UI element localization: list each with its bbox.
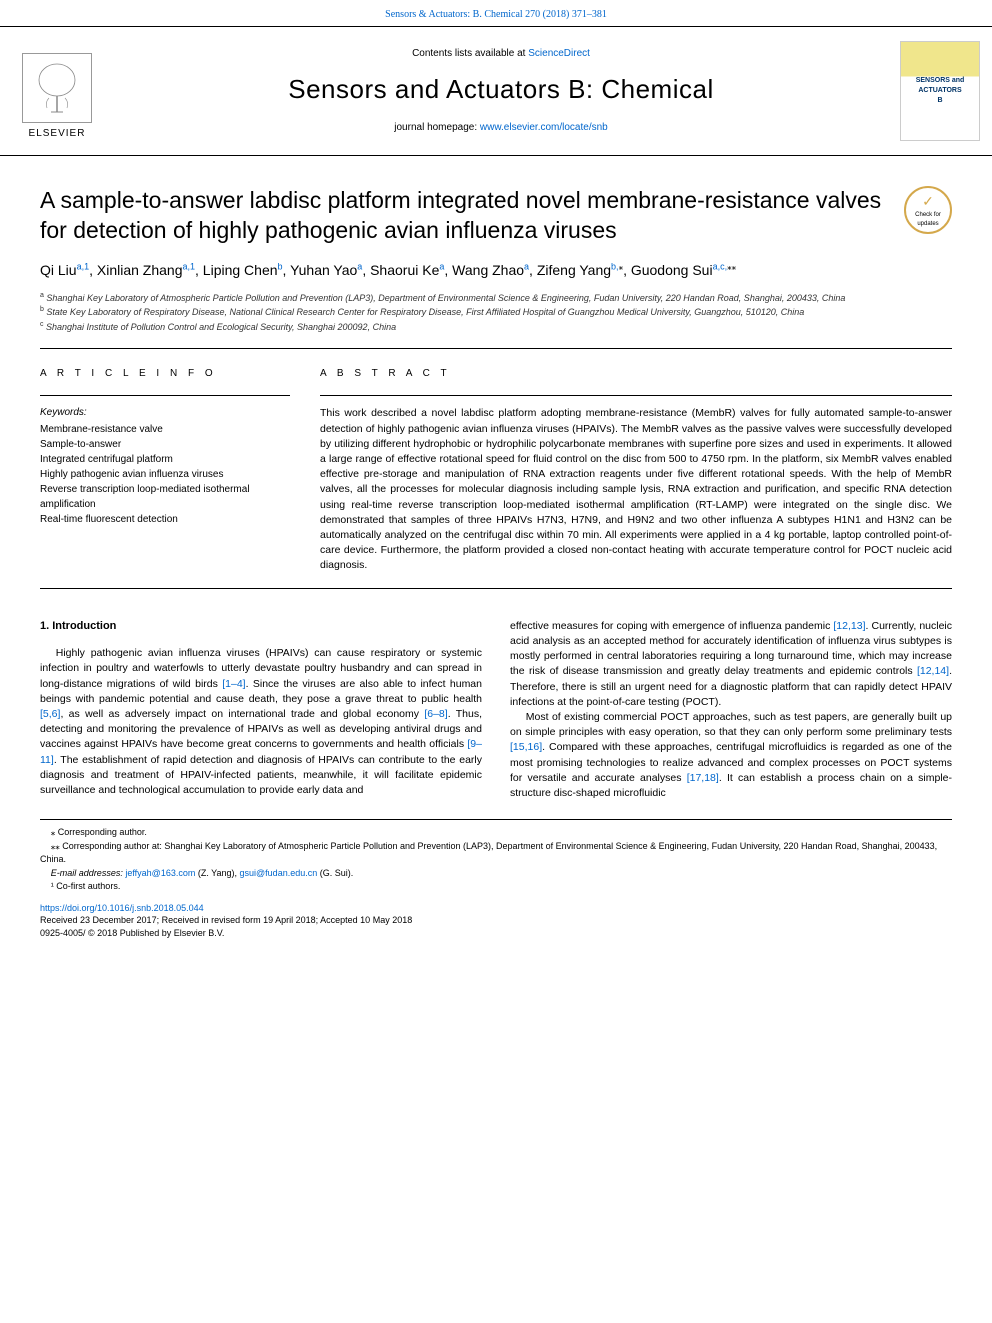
article-info-column: A R T I C L E I N F O Keywords: Membrane… bbox=[40, 367, 290, 573]
info-rule bbox=[40, 395, 290, 396]
elsevier-name: ELSEVIER bbox=[29, 127, 86, 141]
keyword-1: Sample-to-answer bbox=[40, 437, 290, 452]
received-dates: Received 23 December 2017; Received in r… bbox=[40, 914, 952, 927]
intro-paragraph-1: Highly pathogenic avian influenza viruse… bbox=[40, 646, 482, 798]
contents-line: Contents lists available at ScienceDirec… bbox=[102, 47, 900, 61]
ref-1-4[interactable]: [1–4] bbox=[222, 678, 245, 690]
check-updates-badge[interactable]: ✓ Check for updates bbox=[904, 186, 952, 234]
intro-paragraph-2: Most of existing commercial POCT approac… bbox=[510, 710, 952, 801]
article-header: A sample-to-answer labdisc platform inte… bbox=[0, 156, 992, 334]
author-7-star[interactable]: ⁎ bbox=[619, 261, 624, 271]
ref-12-13[interactable]: [12,13] bbox=[833, 620, 865, 632]
body-columns: 1. Introduction Highly pathogenic avian … bbox=[0, 619, 992, 802]
fn-cofirst: ¹ Co-first authors. bbox=[40, 880, 952, 894]
intro-paragraph-1-cont: effective measures for coping with emerg… bbox=[510, 619, 952, 710]
author-4-aff[interactable]: a bbox=[357, 261, 362, 271]
author-6: Wang Zhao bbox=[452, 262, 524, 278]
author-1-aff[interactable]: a,1 bbox=[77, 261, 90, 271]
divider-bottom bbox=[40, 588, 952, 589]
journal-title: Sensors and Actuators B: Chemical bbox=[102, 71, 900, 107]
cover-line2: ACTUATORS bbox=[918, 86, 961, 96]
ref-5-6[interactable]: [5,6] bbox=[40, 708, 60, 720]
citation-link[interactable]: Sensors & Actuators: B. Chemical 270 (20… bbox=[385, 9, 607, 20]
ref-15-16[interactable]: [15,16] bbox=[510, 741, 542, 753]
ref-12-14[interactable]: [12,14] bbox=[917, 665, 949, 677]
abstract-column: A B S T R A C T This work described a no… bbox=[320, 367, 952, 573]
author-3-aff[interactable]: b bbox=[278, 261, 283, 271]
doi-link[interactable]: https://doi.org/10.1016/j.snb.2018.05.04… bbox=[40, 903, 204, 913]
keyword-4: Reverse transcription loop-mediated isot… bbox=[40, 482, 290, 512]
cover-line1: SENSORS and bbox=[916, 76, 965, 86]
keyword-5: Real-time fluorescent detection bbox=[40, 512, 290, 527]
email-1-who: (Z. Yang), bbox=[195, 868, 239, 878]
cover-line3: B bbox=[937, 96, 942, 106]
body-column-left: 1. Introduction Highly pathogenic avian … bbox=[40, 619, 482, 802]
author-8-star[interactable]: ⁎⁎ bbox=[727, 261, 736, 271]
author-8-aff[interactable]: a,c, bbox=[713, 261, 728, 271]
footer-info: https://doi.org/10.1016/j.snb.2018.05.04… bbox=[0, 894, 992, 960]
author-5-aff[interactable]: a bbox=[439, 261, 444, 271]
abstract-rule bbox=[320, 395, 952, 396]
masthead-center: Contents lists available at ScienceDirec… bbox=[102, 47, 900, 135]
updates-icon: ✓ bbox=[922, 192, 934, 212]
abstract-head: A B S T R A C T bbox=[320, 367, 952, 381]
keywords-list: Membrane-resistance valve Sample-to-answ… bbox=[40, 422, 290, 527]
article-info-head: A R T I C L E I N F O bbox=[40, 367, 290, 381]
author-2-aff[interactable]: a,1 bbox=[183, 261, 196, 271]
affiliation-b-text: State Key Laboratory of Respiratory Dise… bbox=[46, 307, 804, 317]
author-7-aff[interactable]: b, bbox=[611, 261, 619, 271]
fn-emails: E-mail addresses: jeffyah@163.com (Z. Ya… bbox=[40, 867, 952, 881]
p3a: Most of existing commercial POCT approac… bbox=[510, 711, 952, 738]
author-6-aff[interactable]: a bbox=[524, 261, 529, 271]
keyword-2: Integrated centrifugal platform bbox=[40, 452, 290, 467]
ref-6-8[interactable]: [6–8] bbox=[424, 708, 447, 720]
affiliation-c-text: Shanghai Institute of Pollution Control … bbox=[46, 322, 396, 332]
keywords-head: Keywords: bbox=[40, 406, 290, 420]
ref-17-18[interactable]: [17,18] bbox=[687, 772, 719, 784]
author-5: Shaorui Ke bbox=[370, 262, 439, 278]
email-label: E-mail addresses: bbox=[51, 868, 126, 878]
sciencedirect-link[interactable]: ScienceDirect bbox=[528, 48, 590, 59]
p2a: effective measures for coping with emerg… bbox=[510, 620, 833, 632]
footnotes: ⁎ Corresponding author. ⁎⁎ Corresponding… bbox=[40, 819, 952, 894]
email-2[interactable]: gsui@fudan.edu.cn bbox=[240, 868, 318, 878]
contents-prefix: Contents lists available at bbox=[412, 48, 528, 59]
author-3: Liping Chen bbox=[203, 262, 278, 278]
affiliation-b: b State Key Laboratory of Respiratory Di… bbox=[40, 305, 952, 320]
updates-label: Check for updates bbox=[906, 211, 950, 228]
fn-star: ⁎ Corresponding author. bbox=[40, 826, 952, 840]
author-1: Qi Liu bbox=[40, 262, 77, 278]
homepage-line: journal homepage: www.elsevier.com/locat… bbox=[102, 121, 900, 135]
keyword-3: Highly pathogenic avian influenza viruse… bbox=[40, 467, 290, 482]
journal-cover-thumb: SENSORS and ACTUATORS B bbox=[900, 41, 980, 141]
abstract-text: This work described a novel labdisc plat… bbox=[320, 406, 952, 573]
homepage-prefix: journal homepage: bbox=[394, 122, 480, 133]
p1e: . The establishment of rapid detection a… bbox=[40, 754, 482, 796]
affiliations: a Shanghai Key Laboratory of Atmospheric… bbox=[40, 291, 952, 335]
author-2: Xinlian Zhang bbox=[97, 262, 183, 278]
author-list: Qi Liua,1, Xinlian Zhanga,1, Liping Chen… bbox=[40, 260, 952, 281]
copyright: 0925-4005/ © 2018 Published by Elsevier … bbox=[40, 927, 952, 940]
homepage-link[interactable]: www.elsevier.com/locate/snb bbox=[480, 122, 608, 133]
author-4: Yuhan Yao bbox=[290, 262, 357, 278]
body-column-right: effective measures for coping with emerg… bbox=[510, 619, 952, 802]
elsevier-tree-icon bbox=[22, 53, 92, 123]
article-title: A sample-to-answer labdisc platform inte… bbox=[40, 186, 904, 246]
section-title-intro: 1. Introduction bbox=[40, 619, 482, 634]
info-abstract-row: A R T I C L E I N F O Keywords: Membrane… bbox=[0, 367, 992, 573]
affiliation-a-text: Shanghai Key Laboratory of Atmospheric P… bbox=[46, 293, 845, 303]
author-7: Zifeng Yang bbox=[537, 262, 611, 278]
p1c: , as well as adversely impact on interna… bbox=[60, 708, 424, 720]
divider-top bbox=[40, 348, 952, 349]
keyword-0: Membrane-resistance valve bbox=[40, 422, 290, 437]
affiliation-c: c Shanghai Institute of Pollution Contro… bbox=[40, 320, 952, 335]
email-2-who: (G. Sui). bbox=[317, 868, 353, 878]
author-8: Guodong Sui bbox=[631, 262, 713, 278]
running-header: Sensors & Actuators: B. Chemical 270 (20… bbox=[0, 0, 992, 26]
masthead: ELSEVIER Contents lists available at Sci… bbox=[0, 26, 992, 156]
fn-star2: ⁎⁎ Corresponding author at: Shanghai Key… bbox=[40, 840, 952, 867]
elsevier-logo: ELSEVIER bbox=[12, 41, 102, 141]
email-1[interactable]: jeffyah@163.com bbox=[125, 868, 195, 878]
affiliation-a: a Shanghai Key Laboratory of Atmospheric… bbox=[40, 291, 952, 306]
